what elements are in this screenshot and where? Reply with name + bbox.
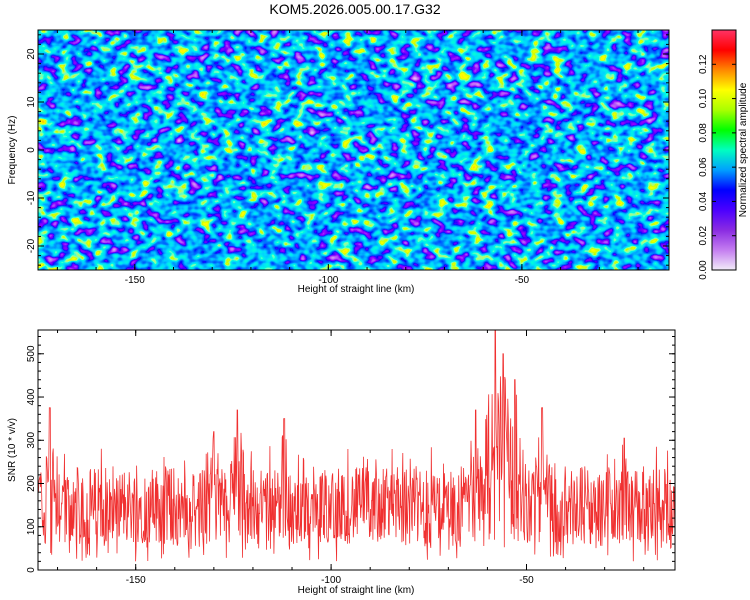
snr-series-line bbox=[37, 329, 676, 562]
colorbar-tick-label: 0.06 bbox=[698, 157, 709, 177]
colorbar-ticks: 0.00 0.02 0.04 0.06 0.08 0.10 0.12 bbox=[698, 54, 736, 280]
spectrogram-image bbox=[38, 30, 669, 270]
snr-y-tick-label: 100 bbox=[26, 518, 37, 535]
snr-y-tick-label: 200 bbox=[26, 475, 37, 492]
snr-x-tick-label: -100 bbox=[321, 575, 341, 586]
chart-title: KOM5.2026.005.00.17.G32 bbox=[269, 1, 440, 17]
spectrogram-x-axis-label: Height of straight line (km) bbox=[298, 284, 415, 295]
snr-x-tick-label: -50 bbox=[519, 575, 534, 586]
snr-x-tick-label: -150 bbox=[126, 575, 146, 586]
colorbar-label: Normalized spectral amplitude bbox=[738, 82, 749, 217]
spectrogram-y-tick-label: 20 bbox=[26, 48, 37, 60]
snr-ticks: -150 -100 -50 0 100 200 300 400 500 bbox=[26, 330, 675, 586]
snr-y-tick-label: 400 bbox=[26, 388, 37, 405]
snr-panel: -150 -100 -50 0 100 200 300 400 500 Height of st… bbox=[7, 329, 676, 596]
spectrogram-y-tick-label: -10 bbox=[26, 190, 37, 205]
snr-frame bbox=[37, 329, 676, 571]
colorbar-tick-label: 0.12 bbox=[698, 54, 709, 74]
colorbar-tick-label: 0.02 bbox=[698, 226, 709, 246]
spectrogram-y-tick-label: 10 bbox=[26, 96, 37, 108]
spectrogram-x-tick-label: -50 bbox=[515, 275, 530, 286]
snr-y-tick-label: 0 bbox=[26, 567, 37, 573]
spectrogram-x-tick-label: -150 bbox=[125, 275, 145, 286]
snr-y-axis-label: SNR (10 * v/v) bbox=[7, 418, 18, 482]
spectrogram-y-axis-label: Frequency (Hz) bbox=[7, 116, 18, 185]
colorbar-tick-label: 0.00 bbox=[698, 260, 709, 280]
colorbar-tick-label: 0.10 bbox=[698, 88, 709, 108]
spectrogram-y-tick-label: 0 bbox=[26, 147, 37, 153]
snr-y-tick-label: 300 bbox=[26, 431, 37, 448]
colorbar: 0.00 0.02 0.04 0.06 0.08 0.10 0.12 Normalized … bbox=[698, 29, 749, 280]
colorbar-tick-label: 0.04 bbox=[698, 191, 709, 211]
spectrogram-frame bbox=[37, 29, 670, 271]
colorbar-gradient bbox=[711, 29, 737, 271]
spectrogram-y-tick-label: -20 bbox=[26, 238, 37, 253]
colorbar-tick-label: 0.08 bbox=[698, 123, 709, 143]
snr-y-tick-label: 500 bbox=[26, 345, 37, 362]
spectrogram-x-tick-label: -100 bbox=[318, 275, 338, 286]
snr-x-axis-label: Height of straight line (km) bbox=[298, 585, 415, 596]
